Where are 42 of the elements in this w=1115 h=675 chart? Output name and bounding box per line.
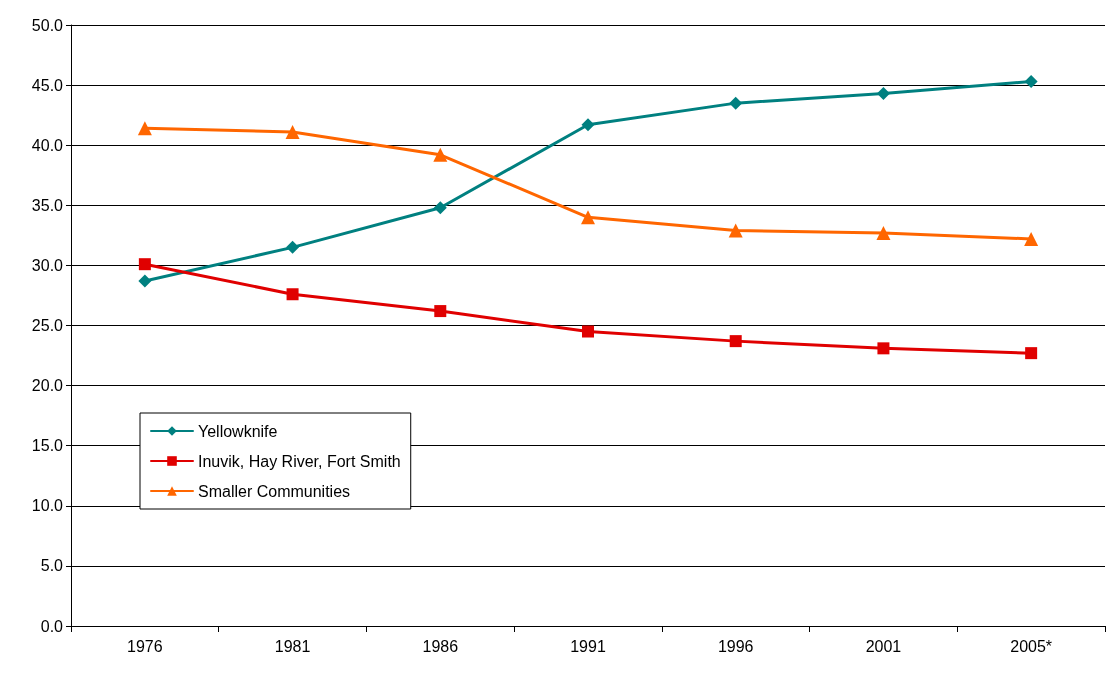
legend-label: Smaller Communities xyxy=(198,482,351,500)
y-tick-label: 15.0 xyxy=(31,437,64,455)
y-tick-label: 30.0 xyxy=(31,256,64,274)
y-tick-label: 45.0 xyxy=(31,76,64,94)
x-tick-label: 1986 xyxy=(422,637,459,655)
y-tick-label: 0.0 xyxy=(40,617,64,635)
point xyxy=(582,325,594,338)
point xyxy=(877,342,890,355)
y-tick-label: 50.0 xyxy=(31,16,64,34)
x-tick-label: 1976 xyxy=(127,637,163,655)
y-tick-label: 35.0 xyxy=(31,196,64,214)
point xyxy=(728,223,743,238)
point xyxy=(285,124,300,139)
point xyxy=(137,121,152,136)
y-tick-label: 25.0 xyxy=(31,317,64,334)
point xyxy=(1024,74,1038,88)
point xyxy=(433,201,447,215)
point xyxy=(138,258,151,271)
x-tick-label: 1981 xyxy=(274,637,311,655)
point xyxy=(286,240,300,254)
point xyxy=(876,87,890,101)
point xyxy=(1024,231,1039,246)
y-tick-label: 10.0 xyxy=(31,497,64,515)
point xyxy=(876,225,891,240)
point xyxy=(286,288,299,301)
point xyxy=(1025,347,1038,360)
y-tick-label: 40.0 xyxy=(31,136,64,154)
x-tick-label: 1991 xyxy=(570,637,606,655)
y-tick-label: 20.0 xyxy=(31,377,64,395)
x-tick-label: 2005* xyxy=(1010,637,1053,655)
legend-label: Yellowknife xyxy=(198,422,278,440)
point xyxy=(581,118,595,132)
point xyxy=(729,335,742,348)
point xyxy=(729,96,743,110)
point xyxy=(434,305,447,318)
y-tick-label: 5.0 xyxy=(40,557,64,575)
legend-label: Inuvik, Hay River, Fort Smith xyxy=(198,452,401,470)
point xyxy=(581,210,595,225)
x-tick-label: 1996 xyxy=(717,637,754,655)
x-tick-label: 2001 xyxy=(865,637,902,655)
point xyxy=(138,274,152,288)
point xyxy=(433,147,448,162)
